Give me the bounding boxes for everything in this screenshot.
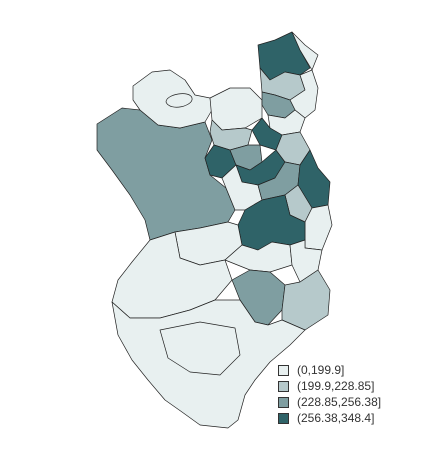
legend-item: (256.38,348.4] xyxy=(278,410,418,426)
region-north-a xyxy=(291,31,319,71)
region-south-inner xyxy=(159,321,241,376)
legend-swatch xyxy=(278,412,289,424)
legend-item: (228.85,256.38] xyxy=(278,394,418,410)
legend-label: (256.38,348.4] xyxy=(297,411,375,425)
legend-swatch xyxy=(278,396,289,408)
legend-swatch xyxy=(278,364,289,376)
legend-item: (199.9,228.85] xyxy=(278,378,418,394)
region-southeast xyxy=(281,269,331,331)
legend-label: (199.9,228.85] xyxy=(297,379,375,393)
region-oval xyxy=(165,93,193,108)
legend-swatch xyxy=(278,380,289,392)
region-south-mid-c xyxy=(289,239,323,283)
legend-label: (228.85,256.38] xyxy=(297,395,382,409)
map-legend: (0,199.9] (199.9,228.85] (228.85,256.38]… xyxy=(278,362,418,426)
region-north-neck xyxy=(209,87,263,131)
legend-label: (0,199.9] xyxy=(297,363,345,377)
legend-item: (0,199.9] xyxy=(278,362,418,378)
